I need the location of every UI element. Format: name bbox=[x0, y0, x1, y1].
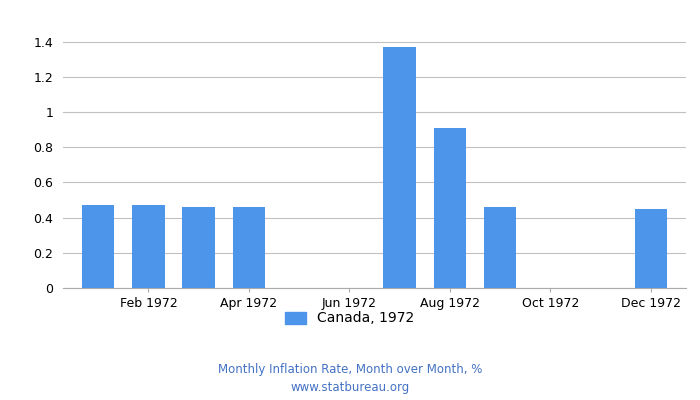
Text: www.statbureau.org: www.statbureau.org bbox=[290, 381, 410, 394]
Bar bbox=[132, 205, 164, 288]
Legend: Canada, 1972: Canada, 1972 bbox=[280, 306, 420, 331]
Bar bbox=[433, 128, 466, 288]
Bar bbox=[82, 205, 115, 288]
Bar bbox=[232, 207, 265, 288]
Bar bbox=[384, 47, 416, 288]
Bar bbox=[182, 207, 215, 288]
Bar bbox=[634, 209, 667, 288]
Text: Monthly Inflation Rate, Month over Month, %: Monthly Inflation Rate, Month over Month… bbox=[218, 364, 482, 376]
Bar bbox=[484, 207, 517, 288]
